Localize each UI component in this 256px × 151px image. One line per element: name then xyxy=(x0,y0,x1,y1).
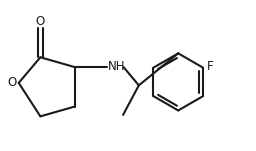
Text: NH: NH xyxy=(108,60,125,73)
Text: F: F xyxy=(207,60,213,73)
Text: O: O xyxy=(36,15,45,28)
Text: O: O xyxy=(7,76,16,89)
